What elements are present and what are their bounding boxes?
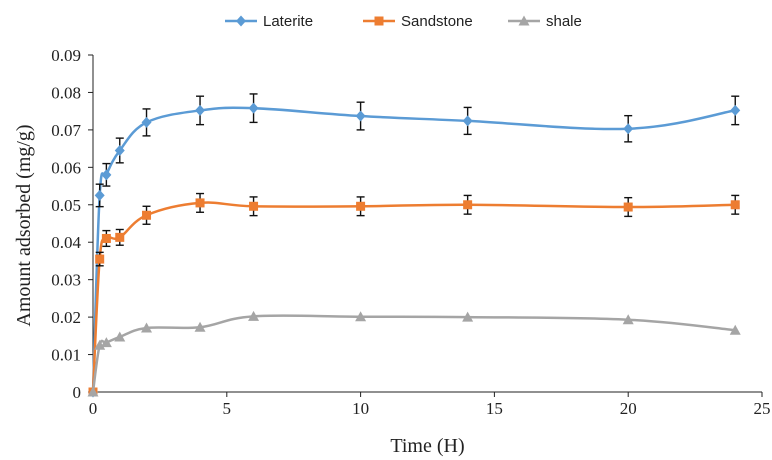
data-point — [249, 201, 259, 211]
legend-item-laterite: Laterite — [225, 13, 313, 30]
data-point — [101, 233, 111, 243]
legend-marker — [518, 15, 530, 26]
data-point — [730, 200, 740, 210]
y-tick-label: 0.06 — [51, 158, 81, 177]
data-point — [623, 202, 633, 212]
y-tick-label: 0.02 — [51, 308, 81, 327]
x-tick-label: 10 — [352, 399, 369, 418]
data-point — [95, 254, 105, 264]
data-point — [462, 311, 474, 322]
data-point — [101, 169, 112, 181]
data-point — [355, 311, 367, 322]
legend-marker — [374, 16, 384, 26]
data-point — [730, 104, 741, 116]
legend-item-sandstone: Sandstone — [363, 13, 473, 30]
legend: Laterite Sandstone shale — [225, 13, 582, 30]
y-tick-label: 0.09 — [51, 46, 81, 65]
data-point — [622, 314, 634, 325]
x-axis-title: Time (H) — [390, 435, 464, 457]
data-point — [100, 337, 112, 348]
series-shale — [87, 310, 741, 397]
axes: 0 5 10 15 20 25 0 0.01 0.02 0.03 0.04 0.05 0.06 0.07… — [51, 46, 770, 418]
data-point — [194, 321, 206, 332]
y-tick-label: 0.07 — [51, 121, 81, 140]
legend-label: Laterite — [263, 13, 313, 30]
series-sandstone — [88, 192, 740, 397]
y-tick-label: 0.04 — [51, 233, 81, 252]
data-point — [355, 110, 366, 122]
y-tick-label: 0.05 — [51, 196, 81, 215]
data-point — [142, 210, 152, 220]
x-axis-ticks: 0 5 10 15 20 25 — [89, 392, 771, 418]
y-axis-title: Amount adsorbed (mg/g) — [13, 124, 35, 326]
data-point — [114, 144, 125, 156]
x-tick-label: 15 — [486, 399, 503, 418]
y-axis-ticks: 0 0.01 0.02 0.03 0.04 0.05 0.06 0.07 0.08 0.09 — [51, 46, 93, 402]
series-laterite — [88, 93, 741, 398]
data-point — [87, 386, 99, 397]
series-layer — [87, 93, 741, 398]
legend-label: Sandstone — [401, 13, 473, 30]
series-line — [91, 106, 736, 393]
data-point — [94, 339, 106, 350]
data-point — [463, 200, 473, 210]
y-tick-label: 0.01 — [51, 346, 81, 365]
data-point — [248, 310, 260, 321]
data-point — [115, 232, 125, 242]
x-tick-label: 20 — [620, 399, 637, 418]
data-point — [356, 201, 366, 211]
data-point — [623, 123, 634, 135]
x-tick-label: 0 — [89, 399, 98, 418]
data-point — [195, 104, 206, 116]
data-point — [141, 116, 152, 128]
series-line — [91, 314, 736, 393]
data-point — [195, 198, 205, 208]
legend-marker — [236, 15, 246, 27]
data-point — [114, 331, 126, 342]
legend-label: shale — [546, 13, 582, 30]
data-point — [462, 115, 473, 127]
data-point — [248, 102, 259, 114]
data-point — [94, 189, 105, 201]
x-tick-label: 25 — [754, 399, 771, 418]
y-tick-label: 0.03 — [51, 271, 81, 290]
data-point — [141, 322, 153, 333]
y-tick-label: 0 — [73, 383, 82, 402]
x-tick-label: 5 — [223, 399, 232, 418]
y-tick-label: 0.08 — [51, 83, 81, 102]
legend-item-shale: shale — [508, 13, 582, 30]
data-point — [729, 324, 741, 335]
series-line — [91, 201, 736, 393]
